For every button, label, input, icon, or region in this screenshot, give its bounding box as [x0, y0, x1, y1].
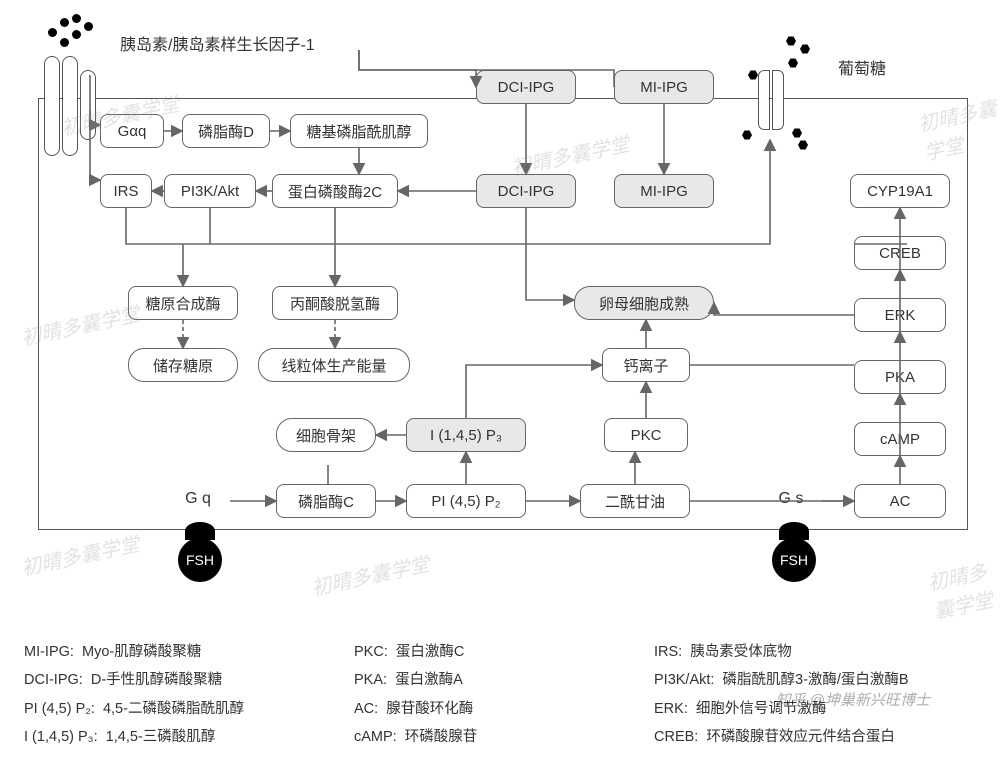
legend-key: CREB:	[654, 729, 698, 745]
node-mi_mid: MI-IPG	[614, 174, 714, 208]
node-gq: G q	[167, 484, 229, 514]
node-ca: 钙离子	[602, 348, 690, 382]
node-mi_top: MI-IPG	[614, 70, 714, 104]
legend-table: MI-IPG: Myo-肌醇磷酸聚糖 PKC: 蛋白激酶C IRS: 胰岛素受体底物…	[24, 638, 984, 751]
node-ip3: I (1,4,5) P₃	[406, 418, 526, 452]
legend-row: DCI-IPG: D-手性肌醇磷酸聚糖 PKA: 蛋白激酶A PI3K/Akt: 磷…	[24, 666, 984, 694]
node-pip2: PI (4,5) P₂	[406, 484, 526, 518]
node-pkc: PKC	[604, 418, 688, 452]
node-ac: AC	[854, 484, 946, 518]
legend-val: 1,4,5-三磷酸肌醇	[106, 729, 216, 745]
legend-val: 蛋白激酶C	[396, 644, 464, 660]
node-pp2c: 蛋白磷酸酶2C	[272, 174, 398, 208]
node-pi3k: PI3K/Akt	[164, 174, 256, 208]
node-creb: CREB	[854, 236, 946, 270]
legend-key: PI (4,5) P₂:	[24, 701, 95, 717]
legend-key: cAMP:	[354, 729, 397, 745]
legend-row: PI (4,5) P₂: 4,5-二磷酸磷脂酰肌醇AC: 腺苷酸环化酶ERK: …	[24, 695, 984, 723]
legend-val: 蛋白激酶A	[395, 672, 463, 688]
signaling-diagram: 胰岛素/胰岛素样生长因子-1 葡萄糖 DCI-IPG MI-IPG Gαq 磷脂酶D 糖…	[0, 0, 1000, 758]
node-dci_top: DCI-IPG	[476, 70, 576, 104]
node-dag: 二酰甘油	[580, 484, 690, 518]
watermark-text: 初晴多囊学堂	[925, 553, 1000, 624]
legend-val: 4,5-二磷酸磷脂酰肌醇	[103, 701, 244, 717]
node-gpi: 糖基磷脂酰肌醇	[290, 114, 428, 148]
node-irs: IRS	[100, 174, 152, 208]
node-mito: 线粒体生产能量	[258, 348, 410, 382]
node-pdh: 丙酮酸脱氢酶	[272, 286, 398, 320]
node-pld: 磷脂酶D	[182, 114, 270, 148]
legend-key: ERK:	[654, 701, 688, 717]
legend-val: D-手性肌醇磷酸聚糖	[91, 672, 222, 688]
node-cyto: 细胞骨架	[276, 418, 376, 452]
fsh-receptor-right: FSH	[772, 538, 816, 582]
legend-val: 环磷酸腺苷	[405, 729, 478, 745]
insulin-label: 胰岛素/胰岛素样生长因子-1	[110, 26, 325, 60]
legend-val: 磷脂酰肌醇3-激酶/蛋白激酶B	[723, 672, 909, 688]
legend-val: 腺苷酸环化酶	[386, 701, 473, 717]
node-oocyte: 卵母细胞成熟	[574, 286, 714, 320]
legend-key: AC:	[354, 701, 378, 717]
fsh-receptor-left: FSH	[178, 538, 222, 582]
legend-key: DCI-IPG:	[24, 672, 83, 688]
legend-key: IRS:	[654, 644, 682, 660]
node-camp: cAMP	[854, 422, 946, 456]
legend-key: I (1,4,5) P₃:	[24, 729, 98, 745]
legend-key: PKC:	[354, 644, 388, 660]
legend-key: PI3K/Akt:	[654, 672, 714, 688]
legend-val: 细胞外信号调节激酶	[696, 701, 827, 717]
legend-key: MI-IPG:	[24, 644, 74, 660]
node-plc: 磷脂酶C	[276, 484, 376, 518]
legend-row: MI-IPG: Myo-肌醇磷酸聚糖 PKC: 蛋白激酶C IRS: 胰岛素受体底物	[24, 638, 984, 666]
node-gsyn: 糖原合成酶	[128, 286, 238, 320]
node-cyp: CYP19A1	[850, 174, 950, 208]
watermark-text: 初晴多囊学堂	[18, 528, 141, 581]
legend-val: 胰岛素受体底物	[690, 644, 792, 660]
glucose-label: 葡萄糖	[828, 50, 896, 84]
node-pka: PKA	[854, 360, 946, 394]
legend-key: PKA:	[354, 672, 387, 688]
node-gs: G s	[760, 484, 822, 514]
watermark-text: 初晴多囊学堂	[308, 548, 431, 601]
node-erk: ERK	[854, 298, 946, 332]
node-gaq: Gαq	[100, 114, 164, 148]
node-store: 储存糖原	[128, 348, 238, 382]
legend-val: 环磷酸腺苷效应元件结合蛋白	[706, 729, 895, 745]
legend-row: I (1,4,5) P₃: 1,4,5-三磷酸肌醇 cAMP: 环磷酸腺苷 CREB…	[24, 723, 984, 751]
node-dci_mid: DCI-IPG	[476, 174, 576, 208]
legend-val: Myo-肌醇磷酸聚糖	[82, 644, 201, 660]
